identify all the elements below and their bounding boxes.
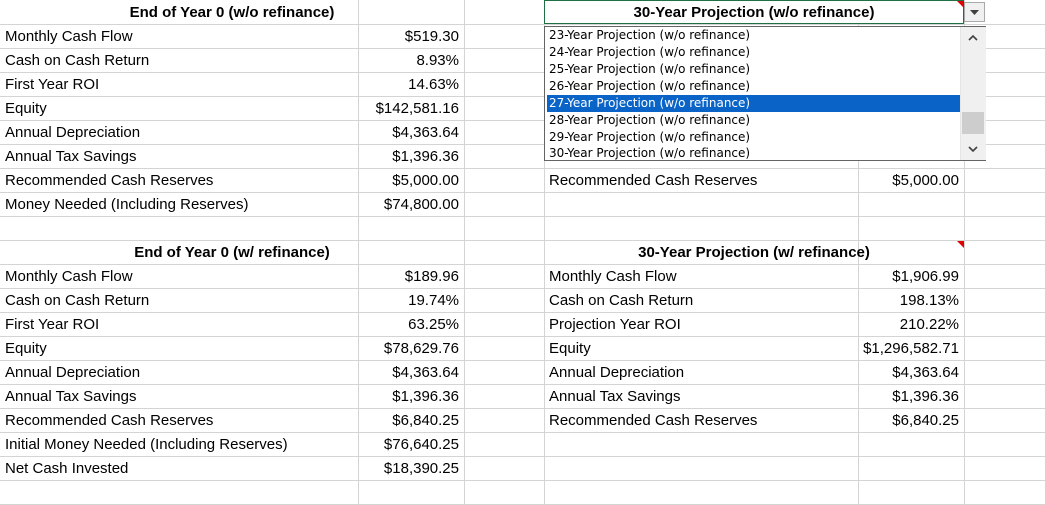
row-divider (0, 288, 1045, 289)
row-value[interactable]: $4,363.64 (392, 124, 459, 141)
row-label[interactable]: Initial Money Needed (Including Reserves… (5, 436, 288, 453)
dropdown-option[interactable]: 28-Year Projection (w/o refinance) (549, 113, 751, 127)
row-label[interactable]: Monthly Cash Flow (5, 268, 133, 285)
row-label[interactable]: Money Needed (Including Reserves) (5, 196, 249, 213)
row-value[interactable]: 198.13% (899, 292, 959, 309)
row-label[interactable]: Equity (5, 340, 47, 357)
row-label[interactable]: Equity (5, 100, 47, 117)
dropdown-arrow-icon (970, 10, 979, 15)
row-value[interactable]: 8.93% (416, 52, 459, 69)
section-header[interactable]: 30-Year Projection (w/ refinance) (638, 244, 870, 261)
row-divider (0, 120, 1045, 121)
row-label[interactable]: Cash on Cash Return (5, 292, 150, 309)
row-value[interactable]: $74,800.00 (383, 196, 459, 213)
row-label[interactable]: Annual Depreciation (5, 124, 141, 141)
row-divider (0, 240, 1045, 241)
row-divider (0, 456, 1045, 457)
row-divider (0, 360, 1045, 361)
row-divider (0, 480, 1045, 481)
dropdown-option[interactable]: 26-Year Projection (w/o refinance) (549, 79, 751, 93)
row-label[interactable]: Recommended Cash Reserves (549, 172, 758, 189)
column-divider (544, 0, 545, 505)
row-label[interactable]: Annual Depreciation (5, 364, 141, 381)
column-divider (964, 0, 965, 505)
section-header[interactable]: End of Year 0 (w/ refinance) (134, 244, 330, 261)
row-value[interactable]: $4,363.64 (892, 364, 959, 381)
dropdown-button[interactable] (964, 2, 985, 22)
row-label[interactable]: Monthly Cash Flow (5, 28, 133, 45)
row-label[interactable]: Recommended Cash Reserves (5, 412, 214, 429)
row-label[interactable]: Annual Tax Savings (549, 388, 681, 405)
column-divider (858, 0, 859, 505)
row-value[interactable]: 63.25% (408, 316, 459, 333)
row-label[interactable]: Monthly Cash Flow (549, 268, 677, 285)
row-value[interactable]: $76,640.25 (383, 436, 459, 453)
row-value[interactable]: $6,840.25 (892, 412, 959, 429)
row-divider (0, 96, 1045, 97)
row-label[interactable]: Cash on Cash Return (5, 52, 150, 69)
row-value[interactable]: 210.22% (899, 316, 959, 333)
row-divider (0, 72, 1045, 73)
column-divider (464, 0, 465, 505)
dropdown-option[interactable]: 25-Year Projection (w/o refinance) (549, 62, 751, 76)
row-value[interactable]: $1,296,582.71 (863, 340, 959, 357)
row-value[interactable]: $189.96 (404, 268, 459, 285)
row-label[interactable]: Net Cash Invested (5, 460, 129, 477)
scrollbar-thumb[interactable] (962, 112, 984, 134)
row-value[interactable]: $78,629.76 (383, 340, 459, 357)
row-label[interactable]: Projection Year ROI (549, 316, 681, 333)
dropdown-option[interactable]: 24-Year Projection (w/o refinance) (549, 45, 751, 59)
row-value[interactable]: $6,840.25 (392, 412, 459, 429)
row-label[interactable]: Cash on Cash Return (549, 292, 694, 309)
row-value[interactable]: $1,396.36 (392, 148, 459, 165)
row-divider (0, 168, 1045, 169)
row-value[interactable]: $18,390.25 (383, 460, 459, 477)
section-header: 30-Year Projection (w/o refinance) (633, 4, 875, 21)
section-header[interactable]: End of Year 0 (w/o refinance) (129, 4, 335, 21)
dropdown-option[interactable]: 23-Year Projection (w/o refinance) (549, 28, 751, 42)
dropdown-option[interactable]: 29-Year Projection (w/o refinance) (549, 130, 751, 144)
row-value[interactable]: 19.74% (408, 292, 459, 309)
comment-marker[interactable] (957, 241, 964, 248)
row-divider (0, 24, 1045, 25)
row-label[interactable]: Recommended Cash Reserves (5, 172, 214, 189)
row-value[interactable]: $1,906.99 (892, 268, 959, 285)
row-divider (0, 216, 1045, 217)
row-divider (0, 336, 1045, 337)
row-label[interactable]: Annual Depreciation (549, 364, 685, 381)
row-label[interactable]: First Year ROI (5, 76, 100, 93)
comment-marker[interactable] (957, 1, 964, 8)
row-value[interactable]: $4,363.64 (392, 364, 459, 381)
row-divider (0, 192, 1045, 193)
row-divider (0, 264, 1045, 265)
row-label[interactable]: Annual Tax Savings (5, 388, 137, 405)
row-value[interactable]: $1,396.36 (392, 388, 459, 405)
dropdown-scrollbar[interactable] (960, 27, 986, 160)
row-label[interactable]: First Year ROI (5, 316, 100, 333)
row-value[interactable]: 14.63% (408, 76, 459, 93)
dropdown-option[interactable]: 30-Year Projection (w/o refinance) (549, 146, 751, 160)
row-value[interactable]: $519.30 (404, 28, 459, 45)
row-label[interactable]: Equity (549, 340, 591, 357)
row-value[interactable]: $1,396.36 (892, 388, 959, 405)
row-divider (0, 312, 1045, 313)
projection-dropdown-cell[interactable]: 30-Year Projection (w/o refinance) (544, 0, 964, 24)
row-label[interactable]: Recommended Cash Reserves (549, 412, 758, 429)
row-divider (0, 408, 1045, 409)
row-value[interactable]: $5,000.00 (392, 172, 459, 189)
row-value[interactable]: $5,000.00 (892, 172, 959, 189)
row-value[interactable]: $142,581.16 (375, 100, 459, 117)
row-divider (0, 144, 1045, 145)
scroll-up-icon[interactable] (967, 32, 979, 44)
row-divider (0, 384, 1045, 385)
scroll-down-icon[interactable] (967, 143, 979, 155)
column-divider (358, 0, 359, 505)
row-divider (0, 432, 1045, 433)
dropdown-option-selected[interactable]: 27-Year Projection (w/o refinance) (547, 95, 961, 112)
row-label[interactable]: Annual Tax Savings (5, 148, 137, 165)
projection-dropdown-list[interactable]: 23-Year Projection (w/o refinance) 24-Ye… (544, 26, 986, 161)
row-divider (0, 48, 1045, 49)
